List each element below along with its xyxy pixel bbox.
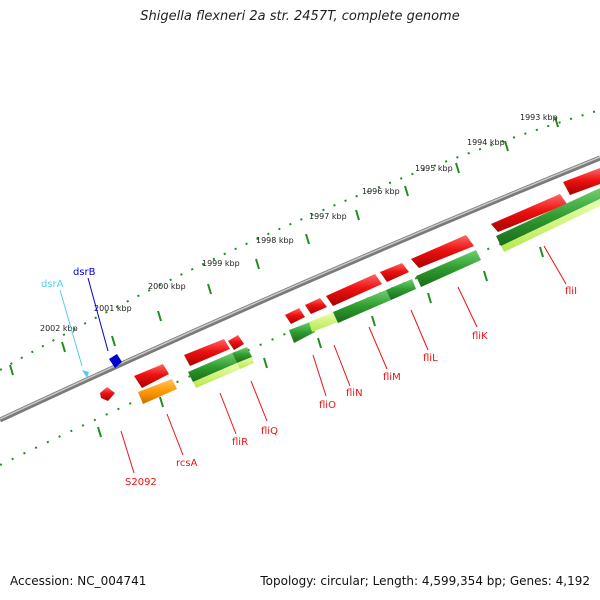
outer-major-ticks [9,116,559,376]
dsrB-feature[interactable] [109,354,122,368]
genome-backbone [0,155,600,423]
fliN-gene-lime[interactable] [309,312,338,332]
scale-label-1993: 1993 kbp [520,113,558,122]
scale-label-1999: 1999 kbp [202,259,240,268]
scale-label-2000: 2000 kbp [148,282,186,291]
scale-label-1994: 1994 kbp [467,138,505,147]
fliL-gene-red[interactable] [380,263,409,282]
topology-label: Topology: circular; Length: 4,599,354 bp… [260,574,590,588]
fliO-gene-green[interactable] [289,322,315,343]
accession-label: Accession: NC_004741 [10,574,147,588]
gene-label-fliN[interactable]: fliN [346,388,363,399]
gene-label-dsrA[interactable]: dsrA [41,279,64,290]
map-title: Shigella flexneri 2a str. 2457T, complet… [140,9,460,24]
fliQ-gene-lime[interactable] [237,357,254,369]
gene-label-rcsA[interactable]: rcsA [176,458,198,469]
gene-label-S2092[interactable]: S2092 [125,477,157,488]
scale-label-1998: 1998 kbp [256,236,294,245]
scale-label-1995: 1995 kbp [415,164,453,173]
gene-label-fliO[interactable]: fliO [319,400,336,411]
gene-label-dsrB[interactable]: dsrB [73,267,96,278]
scale-label-2001: 2001 kbp [94,304,132,313]
fliO-gene-red[interactable] [285,308,305,324]
gene-leader-lines [59,245,567,474]
fliR-gene-red[interactable] [184,339,230,366]
fliK-gene-green[interactable] [416,250,481,287]
gene-label-fliR[interactable]: fliR [232,437,248,448]
scale-label-2002: 2002 kbp [40,324,78,333]
cds-strand-lower [138,188,600,404]
fliK-gene-red[interactable] [411,235,474,268]
gene-label-fliM[interactable]: fliM [383,372,401,383]
cds-strand-upper [100,168,600,401]
gene-label-fliK[interactable]: fliK [472,331,488,342]
fliR-gene-green[interactable] [188,353,237,382]
fliQ-gene-red[interactable] [228,335,244,350]
fliL-gene-green[interactable] [386,279,416,300]
s2092-gene[interactable] [100,387,115,401]
gene-label-fliQ[interactable]: fliQ [261,426,278,437]
gene-label-fliI[interactable]: fliI [565,286,577,297]
gene-label-fliL[interactable]: fliL [423,353,438,364]
fliN-gene-red[interactable] [305,298,327,314]
fliJ-gene-red[interactable] [491,194,567,232]
scale-label-1996: 1996 kbp [362,187,400,196]
fliI-gene-green[interactable] [496,188,600,246]
inner-major-ticks [97,246,544,438]
dsrA-feature[interactable] [82,370,89,378]
outer-scale-ticks [0,109,600,371]
fliM-gene-green[interactable] [333,290,391,323]
scale-label-1997: 1997 kbp [309,212,347,221]
rcsA-gene[interactable] [134,364,169,388]
rcsA-gene-orange[interactable] [138,379,177,404]
fliR-gene-lime[interactable] [193,363,240,388]
fliI-gene-red[interactable] [563,168,600,195]
fliM-gene-red[interactable] [326,274,382,306]
fliI-gene-lime[interactable] [501,199,600,252]
